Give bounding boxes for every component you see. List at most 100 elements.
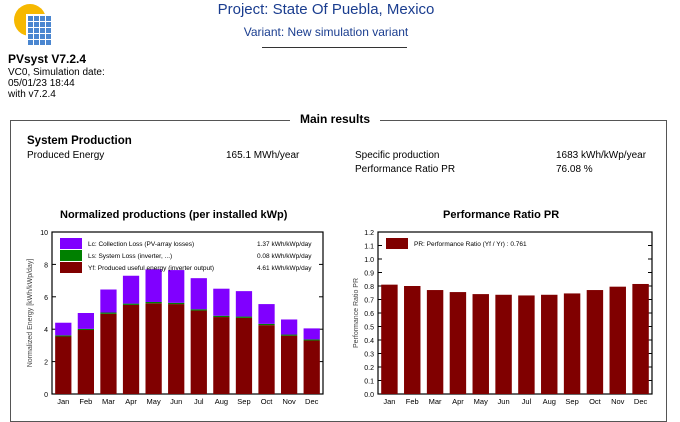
logo-cell [40, 22, 45, 27]
legend-value: 4.61 kWh/kWp/day [257, 265, 312, 272]
x-tick-label: Jul [194, 397, 204, 406]
bar-oct [258, 323, 275, 326]
logo-cell [28, 22, 33, 27]
pr-value: 76.08 % [556, 164, 593, 175]
bar-apr [122, 304, 140, 394]
x-tick-label: Apr [125, 397, 137, 406]
logo-cell [28, 34, 33, 39]
logo-cell [40, 40, 45, 45]
y-tick-label: 0.9 [364, 271, 374, 278]
bar-may [145, 269, 162, 302]
x-tick-label: Mar [429, 397, 442, 406]
x-tick-label: Feb [79, 397, 92, 406]
logo-cell [34, 16, 39, 21]
bar-oct [258, 325, 275, 394]
bar-jun [168, 304, 185, 394]
x-tick-label: May [147, 397, 161, 406]
bar-mar [100, 312, 117, 314]
logo-cell [34, 28, 39, 33]
legend-swatch [60, 238, 82, 249]
x-tick-label: Jul [522, 397, 532, 406]
bar-jul [190, 310, 207, 394]
x-tick-label: Jan [57, 397, 69, 406]
y-tick-label: 0.7 [364, 298, 374, 305]
bar-jan [381, 284, 398, 394]
x-tick-label: Sep [237, 397, 250, 406]
y-tick-label: 6 [44, 295, 48, 302]
y-tick-label: 1.2 [364, 230, 374, 237]
logo-cell [34, 22, 39, 27]
x-tick-label: Jun [498, 397, 510, 406]
system-production-heading: System Production [27, 135, 132, 147]
logo-cell [28, 16, 33, 21]
chart-title-normalized: Normalized productions (per installed kW… [60, 209, 288, 221]
logo-cell [34, 34, 39, 39]
bar-feb [404, 286, 421, 394]
bar-dec [303, 340, 320, 394]
logo-cell [46, 22, 51, 27]
legend-value: 0.08 kWh/kWp/day [257, 253, 312, 260]
bar-aug [213, 317, 230, 394]
specific-production-label: Specific production [355, 150, 440, 161]
y-tick-label: 8 [44, 262, 48, 269]
bar-nov [280, 319, 298, 335]
legend-label: Yf: Produced useful energy (inverter out… [88, 265, 214, 272]
y-tick-label: 0.6 [364, 311, 374, 318]
bar-may [145, 303, 162, 394]
chart-title-pr: Performance Ratio PR [443, 209, 560, 221]
logo-cell [28, 40, 33, 45]
bar-aug [213, 288, 230, 316]
bar-sep [235, 291, 253, 317]
y-tick-label: 10 [40, 230, 48, 237]
y-tick-label: 0.5 [364, 325, 374, 332]
bar-dec [303, 328, 320, 340]
bar-nov [280, 335, 298, 394]
legend-value: 1.37 kWh/kWp/day [257, 241, 312, 248]
x-tick-label: Oct [589, 397, 602, 406]
logo-cell [46, 40, 51, 45]
bar-apr [122, 303, 140, 305]
divider [262, 47, 407, 48]
variant-title: Variant: New simulation variant [243, 25, 409, 39]
y-tick-label: 1.0 [364, 257, 374, 264]
bar-nov [609, 286, 626, 394]
bar-oct [258, 304, 275, 324]
x-tick-label: Oct [261, 397, 274, 406]
specific-production-value: 1683 kWh/kWp/year [556, 150, 647, 161]
x-tick-label: Nov [282, 397, 296, 406]
legend-swatch [60, 250, 82, 261]
brand-line: 05/01/23 18:44 [8, 78, 75, 89]
x-tick-label: Dec [634, 397, 648, 406]
brand-line: with v7.2.4 [8, 89, 56, 100]
logo-cell [40, 34, 45, 39]
x-tick-label: Jan [383, 397, 395, 406]
bar-feb [77, 330, 95, 394]
charts: 0 2 4 6 8 10 Normalized Energy [kWh/kWp/day] Ja… [27, 230, 653, 406]
bar-dec [303, 339, 320, 341]
x-tick-label: Sep [565, 397, 578, 406]
bar-mar [100, 313, 117, 394]
x-tick-label: Jun [170, 397, 182, 406]
bar-jun [168, 270, 185, 303]
y-tick-label: 2 [44, 360, 48, 367]
project-title: Project: State Of Puebla, Mexico [217, 1, 435, 18]
y-tick-label: 0 [44, 392, 48, 399]
pvsyst-logo [14, 4, 52, 46]
legend-swatch [60, 262, 82, 273]
bar-sep [235, 317, 253, 394]
brand-name: PVsyst V7.2.4 [8, 52, 87, 66]
x-tick-label: Aug [215, 397, 228, 406]
y-axis-label: Normalized Energy [kWh/kWp/day] [27, 259, 34, 368]
bar-jan [55, 335, 72, 337]
bar-nov [280, 334, 298, 336]
logo-cell [40, 28, 45, 33]
bar-sep [235, 316, 253, 318]
x-tick-label: Mar [102, 397, 115, 406]
legend-label: Lc: Collection Loss (PV-array losses) [88, 241, 194, 248]
y-tick-label: 0.3 [364, 352, 374, 359]
y-tick-label: 0.8 [364, 284, 374, 291]
bar-dec [632, 283, 649, 394]
bar-may [472, 294, 489, 394]
bar-jul [518, 295, 535, 394]
y-axis-label: Performance Ratio PR [353, 278, 360, 348]
